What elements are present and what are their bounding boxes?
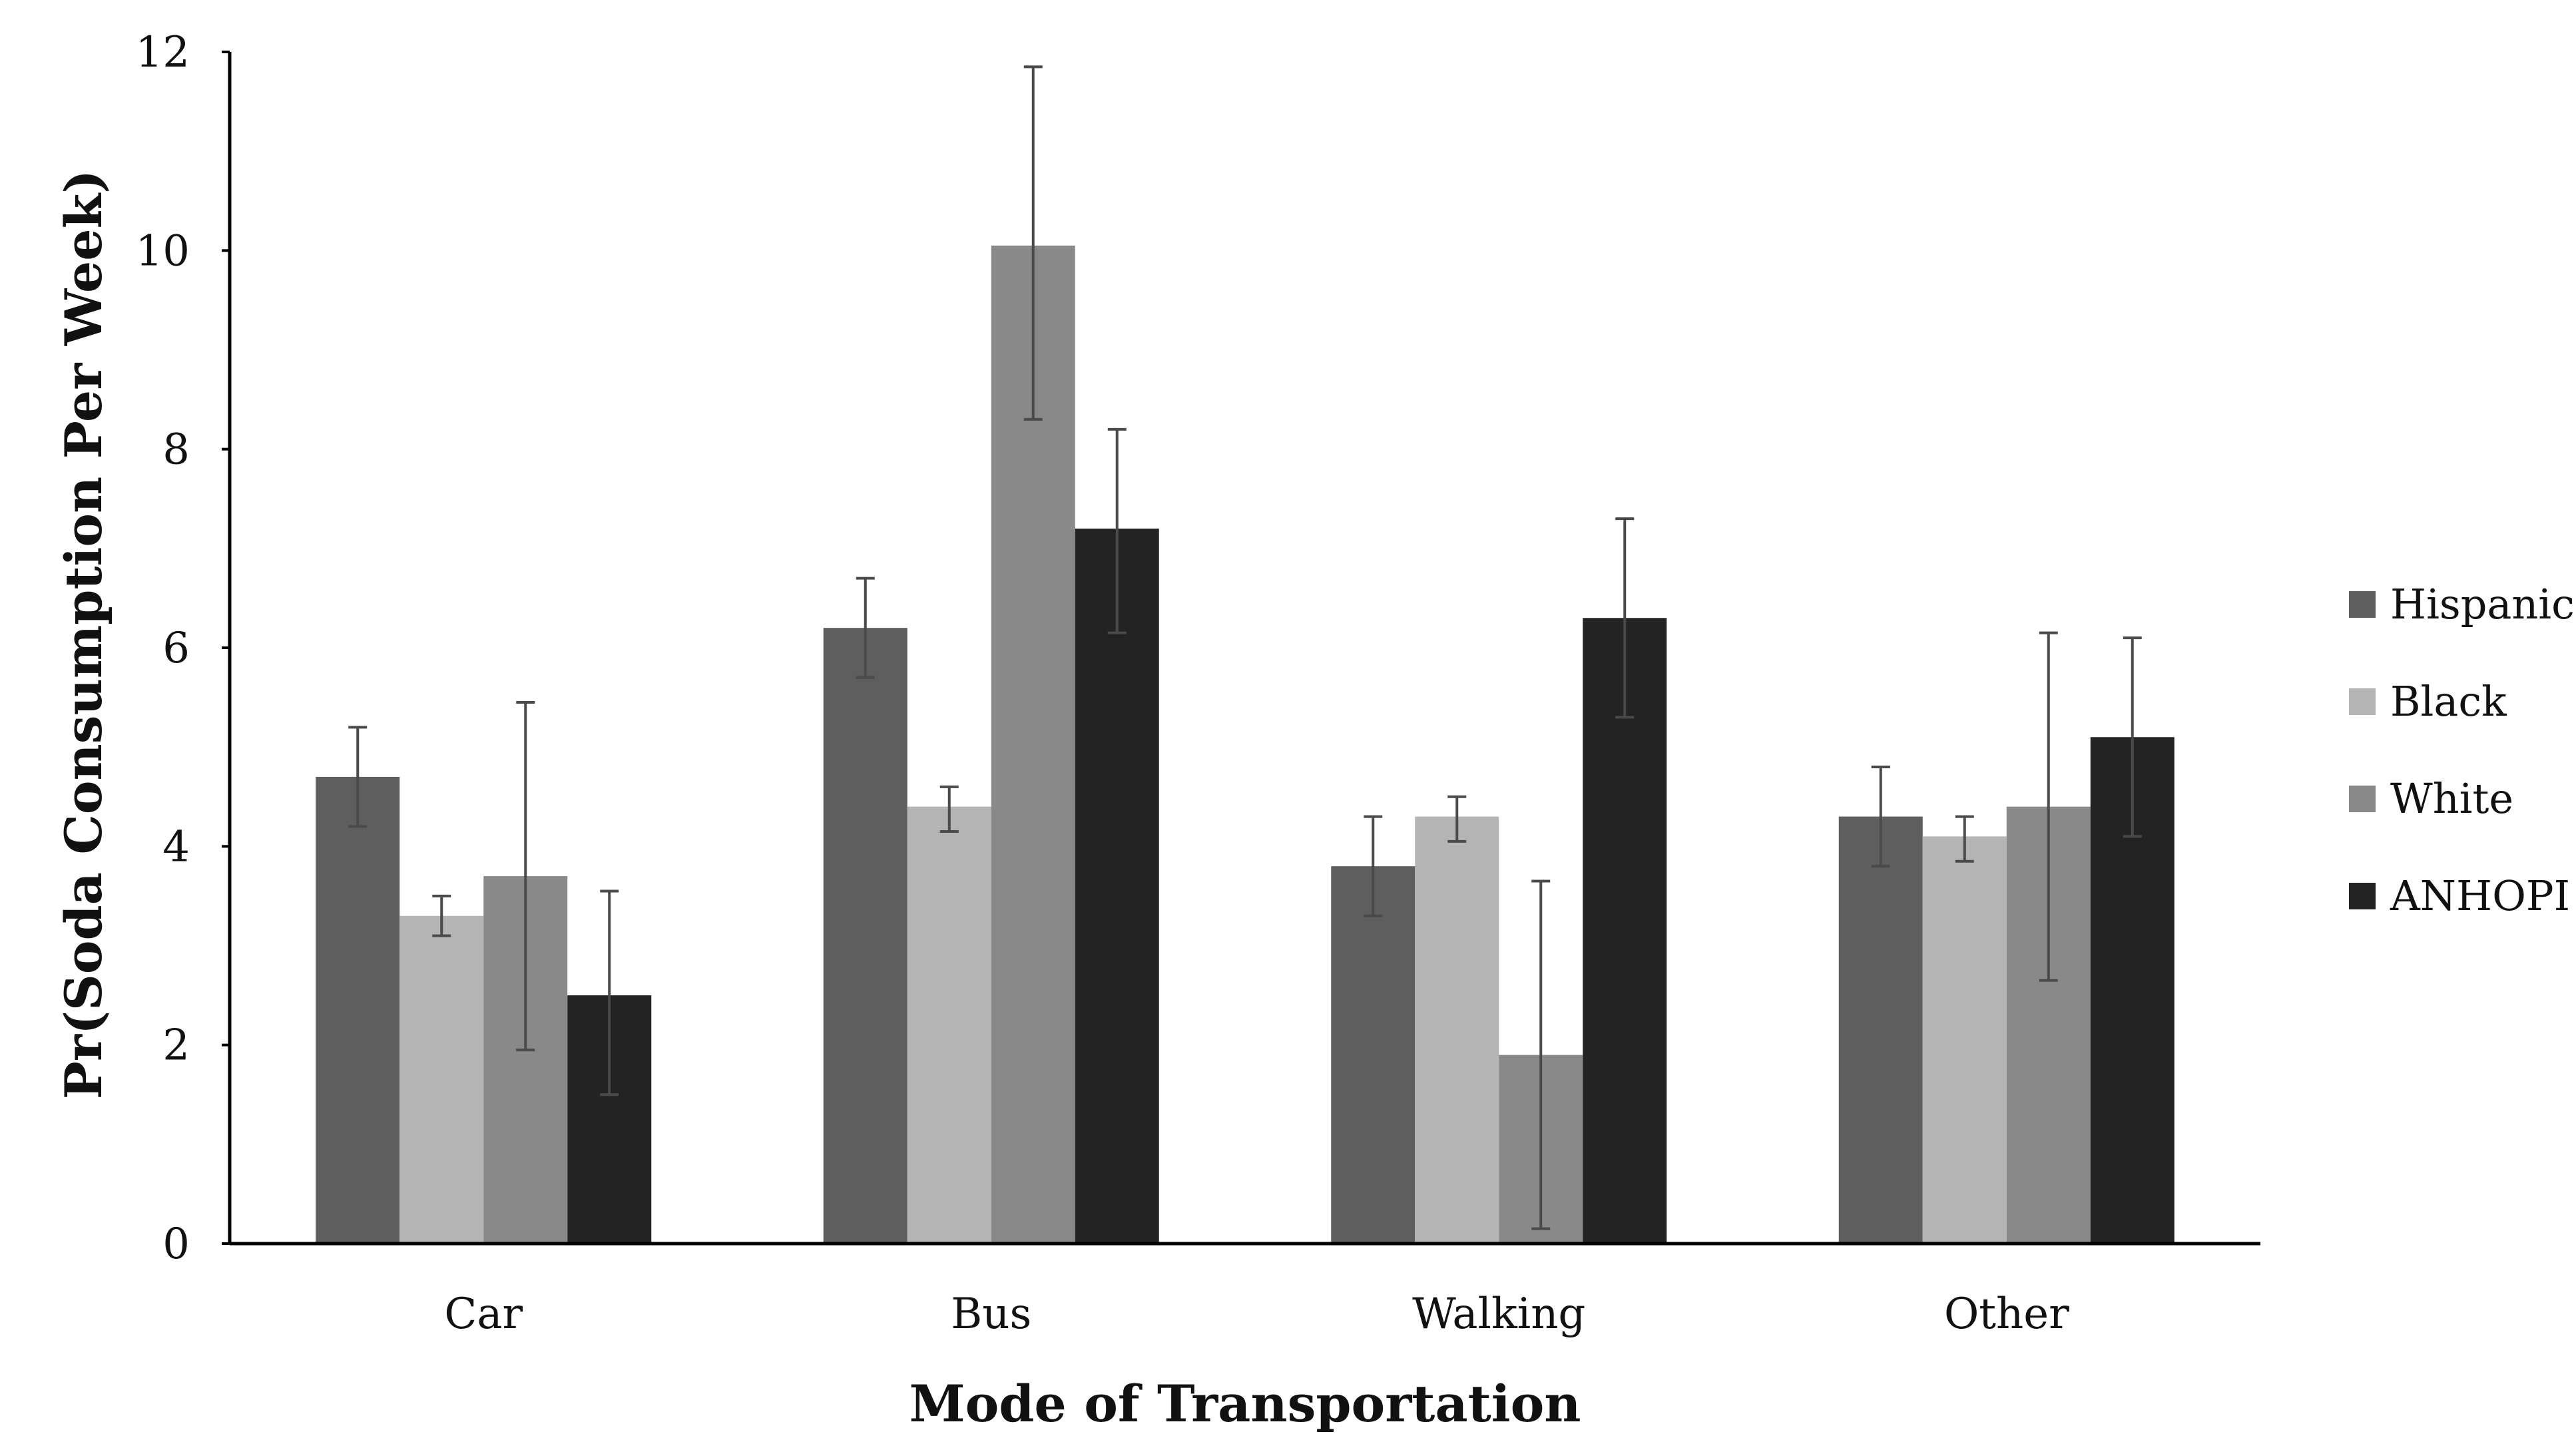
error-bar-black-car [432,894,451,937]
bar-black-walking [1415,816,1499,1244]
error-bar-black-other [1955,815,1974,863]
x-tick-label: Bus [951,1290,1031,1339]
bar-anhopi-bus [1075,529,1159,1244]
legend-label: White [2390,774,2513,823]
legend: Hispanic Black White ANHOPI [2349,580,2575,920]
legend-item-white: White [2349,774,2513,823]
bar-hispanic-car [316,776,400,1244]
y-tick-label: 12 [136,28,190,77]
error-bars-group [348,65,2142,1230]
error-bar-white-car [516,701,535,1052]
bars-group [316,245,2175,1244]
error-bar-hispanic-other [1871,766,1890,868]
axes-group: Car Bus Walking Other 0 2 4 6 8 10 12 [136,28,2260,1339]
error-bar-black-walking [1447,795,1467,843]
bar-black-car [399,915,484,1244]
error-bar-hispanic-car [348,726,368,828]
bar-black-other [1922,836,2007,1244]
y-tick-label: 10 [136,226,190,276]
error-bar-black-bus [939,785,959,833]
bar-anhopi-walking [1583,618,1667,1244]
legend-label: Hispanic [2390,580,2575,628]
error-bar-white-walking [1531,879,1551,1230]
error-bar-anhopi-walking [1615,517,1635,719]
legend-item-anhopi: ANHOPI [2349,871,2570,920]
y-tick-label: 8 [162,425,190,475]
bar-hispanic-bus [823,628,907,1244]
legend-item-black: Black [2349,677,2507,726]
legend-swatch [2349,883,2376,909]
legend-swatch [2349,786,2376,812]
error-bar-anhopi-car [600,889,619,1096]
legend-item-hispanic: Hispanic [2349,580,2575,628]
error-bar-white-bus [1023,65,1043,421]
error-bar-anhopi-other [2123,636,2142,838]
x-tick-label: Car [444,1290,523,1339]
y-axis-title: Pr(Soda Consumption Per Week) [54,170,113,1099]
legend-label: Black [2390,677,2507,726]
error-bar-hispanic-bus [856,577,875,679]
y-tick-label: 0 [162,1220,190,1269]
error-bar-hispanic-walking [1364,815,1383,917]
y-tick-label: 4 [162,822,190,871]
bar-hispanic-other [1838,816,1923,1244]
bar-black-bus [907,806,991,1244]
x-tick-label: Other [1944,1290,2069,1339]
legend-swatch [2349,688,2376,715]
legend-swatch [2349,591,2376,618]
x-tick-label: Walking [1412,1290,1585,1339]
error-bar-white-other [2039,631,2058,982]
bar-hispanic-walking [1331,866,1416,1244]
legend-label: ANHOPI [2390,871,2570,920]
y-tick-label: 2 [162,1021,190,1071]
x-axis-title: Mode of Transportation [909,1374,1581,1433]
y-tick-label: 6 [162,624,190,673]
error-bar-anhopi-bus [1107,427,1127,634]
